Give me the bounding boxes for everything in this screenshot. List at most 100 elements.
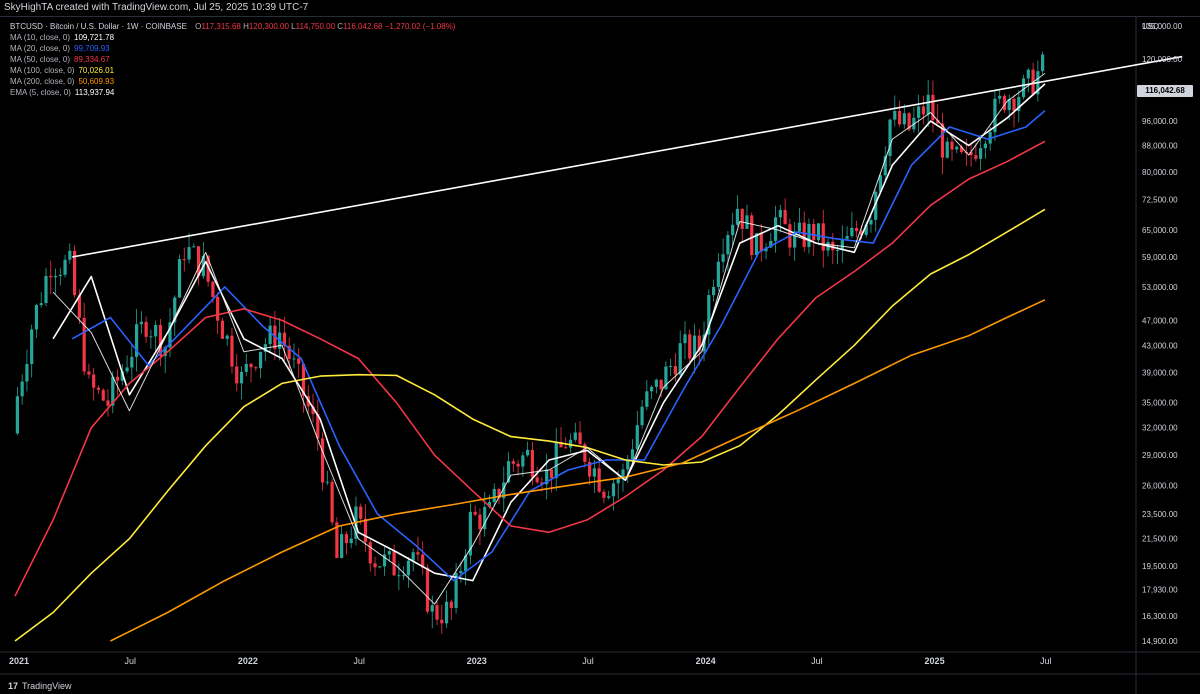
candle-body [516, 463, 520, 467]
candle-body [292, 358, 296, 360]
candle-body [1041, 54, 1045, 72]
candle-body [745, 215, 749, 229]
candle-body [888, 119, 892, 157]
symbol-label: BTCUSD · Bitcoin / U.S. Dollar · 1W · CO… [10, 22, 187, 31]
candle-body [196, 246, 201, 277]
x-tick-label: Jul [582, 656, 594, 666]
candle-body [845, 236, 849, 239]
candle-body [216, 296, 220, 321]
candle-body [139, 321, 143, 325]
y-tick-label: 59,000.00 [1142, 253, 1178, 262]
symbol-row[interactable]: BTCUSD · Bitcoin / U.S. Dollar · 1W · CO… [10, 21, 455, 32]
candle-body [683, 334, 687, 344]
candle-body [244, 363, 248, 372]
candle-body [926, 94, 930, 115]
candle-body [435, 605, 439, 620]
y-tick-label: 96,000.00 [1142, 117, 1178, 126]
candle-body [134, 324, 139, 357]
y-tick-label: 120,000.00 [1142, 55, 1183, 64]
candle-body [473, 511, 477, 515]
series-line [52, 72, 1046, 605]
candle-body [297, 358, 301, 364]
candle-body [616, 479, 620, 484]
candle-body [111, 376, 115, 406]
candle-body [950, 141, 954, 150]
candle-body [239, 371, 244, 384]
candle-body [979, 148, 983, 159]
indicator-label: MA (200, close, 0) [10, 77, 75, 86]
x-tick-label: 2025 [925, 656, 945, 666]
indicator-label: MA (50, close, 0) [10, 55, 71, 64]
candle-body [664, 366, 668, 390]
candle-body [168, 322, 172, 348]
candle-body [907, 113, 911, 130]
series-line [52, 83, 1046, 582]
candle-body [564, 447, 568, 449]
candle-body [325, 481, 329, 483]
candle-body [330, 481, 334, 523]
candle-body [812, 223, 816, 241]
candle-body [411, 552, 415, 561]
candle-body [797, 222, 802, 232]
indicator-row[interactable]: MA (20, close, 0) 99,709.93 [10, 43, 455, 54]
candle-body [840, 238, 844, 251]
candle-body [897, 111, 902, 125]
candle-body [659, 379, 663, 390]
indicator-row[interactable]: MA (10, close, 0) 109,721.78 [10, 32, 455, 43]
candle-body [816, 223, 821, 241]
y-tick-label: 26,000.00 [1142, 482, 1178, 491]
candle-body [917, 106, 921, 118]
candle-body [945, 141, 949, 158]
candle-body [220, 320, 225, 339]
indicator-value: 89,334.67 [74, 55, 110, 64]
chart-frame[interactable] [0, 16, 1200, 694]
candle-body [454, 573, 458, 609]
candle-body [402, 575, 406, 577]
indicator-row[interactable]: MA (100, close, 0) 70,026.01 [10, 65, 455, 76]
x-tick-label: Jul [353, 656, 365, 666]
candle-body [864, 224, 868, 235]
candle-body [597, 468, 601, 492]
candle-body [511, 461, 515, 464]
candle-body [125, 367, 129, 372]
y-tick-label: 23,500.00 [1142, 510, 1178, 519]
candle-body [206, 255, 210, 282]
candle-body [187, 247, 191, 260]
x-tick-label: 2022 [238, 656, 258, 666]
indicator-row[interactable]: EMA (5, close, 0) 113,937.94 [10, 87, 455, 98]
candle-body [735, 208, 740, 225]
y-tick-label: 135,000.00 [1142, 22, 1183, 31]
series-line [14, 140, 1046, 597]
tradingview-brand[interactable]: 17 TradingView [8, 681, 72, 691]
y-tick-label: 29,000.00 [1142, 451, 1178, 460]
candle-body [1002, 95, 1007, 111]
y-tick-label: 65,000.00 [1142, 226, 1178, 235]
y-tick-label: 53,000.00 [1142, 283, 1178, 292]
indicator-row[interactable]: MA (50, close, 0) 89,334.67 [10, 54, 455, 65]
candle-body [39, 303, 43, 306]
candle-body [716, 261, 720, 287]
currency-label[interactable]: USD [1142, 22, 1159, 31]
chart-legend: BTCUSD · Bitcoin / U.S. Dollar · 1W · CO… [10, 21, 455, 98]
candle-body [287, 345, 291, 359]
indicator-row[interactable]: MA (200, close, 0) 50,609.93 [10, 76, 455, 87]
candle-body [421, 554, 425, 568]
candle-body [592, 468, 596, 477]
y-tick-label: 17,930.00 [1142, 585, 1178, 594]
candle-body [707, 295, 711, 335]
candle-body [578, 432, 582, 445]
candle-body [769, 240, 773, 248]
x-tick-label: 2023 [467, 656, 487, 666]
y-tick-label: 80,000.00 [1142, 168, 1178, 177]
candle-body [464, 555, 468, 571]
candle-body [149, 336, 153, 338]
candle-body [859, 231, 864, 235]
candle-body [63, 259, 67, 275]
candle-body [487, 501, 492, 507]
candle-body [640, 406, 644, 426]
candle-body [182, 259, 186, 261]
candle-body [1017, 97, 1021, 112]
candle-body [106, 400, 110, 406]
candle-body [340, 534, 344, 558]
